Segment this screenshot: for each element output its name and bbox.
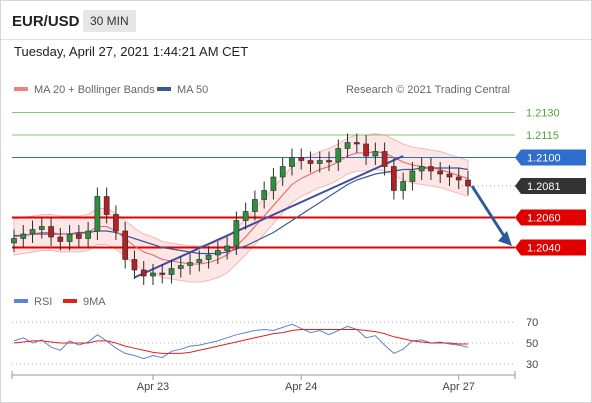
- candle-body: [205, 254, 212, 260]
- candle-body: [38, 226, 45, 230]
- time-axis: Apr 23 Apr 24 Apr 27: [11, 371, 516, 393]
- candle-body: [57, 236, 64, 242]
- candle-body: [381, 151, 388, 167]
- candle-body: [76, 233, 82, 239]
- candle-body: [168, 268, 175, 275]
- level-label-1.2040: 1.2040: [527, 243, 561, 255]
- candle-body: [326, 160, 332, 163]
- rsi-legend-label: RSI: [34, 296, 52, 308]
- candle-body: [233, 220, 240, 247]
- rsi-tick-70: 70: [526, 317, 538, 329]
- ma20-legend-label: MA 20 + Bollinger Bands: [34, 84, 155, 96]
- chart-datetime: Tuesday, April 27, 2021 1:44:21 AM CET: [14, 44, 249, 59]
- time-tick-label-1: Apr 24: [285, 381, 317, 393]
- rising-trend-line: [134, 155, 404, 279]
- time-tick-label-0: Apr 23: [137, 381, 169, 393]
- level-tag-1.2060: [515, 209, 586, 226]
- rsi-legend: RSI 9MA: [14, 296, 106, 308]
- level-tag-1.2081: [515, 178, 586, 194]
- chart-header: EUR/USD 30 MIN: [1, 1, 591, 40]
- level-label-1.2081: 1.2081: [527, 181, 561, 193]
- candle-body: [316, 160, 323, 164]
- forecast-arrow-head: [498, 231, 512, 246]
- ma50-legend-label: MA 50: [177, 84, 208, 96]
- ma50-legend-swatch: [157, 87, 171, 91]
- candle-body: [261, 190, 268, 200]
- trend-lines: [134, 155, 404, 279]
- candle-body: [150, 272, 156, 277]
- level-label-1.2060: 1.2060: [527, 213, 561, 225]
- price-level-labels: 1.2130 1.2115 1.2100 1.2081 1.2060 1.2040: [515, 108, 586, 256]
- candle-body: [409, 170, 416, 182]
- forecast-arrow: [470, 185, 512, 246]
- candle-body: [455, 176, 462, 181]
- chart-legend: MA 20 + Bollinger Bands MA 50 Research ©…: [14, 84, 510, 96]
- candle-body: [418, 166, 425, 172]
- level-tag-1.2100: [515, 149, 586, 166]
- level-tag-1.2040: [515, 239, 586, 256]
- instrument-title: EUR/USD: [12, 13, 80, 30]
- candle-body: [270, 176, 277, 191]
- candle-body: [279, 166, 286, 178]
- ma20-legend-swatch: [14, 87, 28, 91]
- candle-body: [122, 230, 129, 260]
- bollinger-band-area: [13, 132, 469, 283]
- candle-body: [159, 272, 166, 275]
- candle-body: [214, 250, 221, 256]
- candle-body: [177, 265, 184, 269]
- forecast-arrow-shaft: [470, 185, 508, 240]
- candle-body: [344, 142, 351, 149]
- candle-body: [289, 157, 295, 167]
- candle-body: [335, 148, 342, 163]
- candle-body: [252, 199, 258, 212]
- level-label-1.2115: 1.2115: [526, 130, 559, 142]
- candle-body: [465, 179, 471, 187]
- rsi-ma9-line: [13, 329, 468, 354]
- rsi-line: [13, 323, 469, 360]
- candle-body: [140, 269, 147, 277]
- copyright-credit: Research © 2021 Trading Central: [346, 84, 510, 96]
- rsi-tick-30: 30: [526, 359, 538, 371]
- candle-body: [66, 233, 73, 242]
- candle-body: [372, 151, 379, 157]
- candle-body: [363, 143, 369, 157]
- candle-body: [307, 160, 314, 164]
- rsi-panel: 70 50 30: [12, 317, 538, 371]
- level-label-1.2100: 1.2100: [527, 153, 561, 165]
- timeframe-badge[interactable]: 30 MIN: [83, 10, 136, 32]
- candle-body: [353, 142, 360, 145]
- ma9-legend-label: 9MA: [83, 296, 106, 308]
- candle-body: [400, 181, 406, 191]
- candle-body: [103, 196, 110, 215]
- candle-body: [48, 226, 54, 238]
- rsi-legend-swatch: [14, 299, 28, 303]
- candle-body: [94, 196, 101, 232]
- rsi-tick-50: 50: [526, 338, 538, 350]
- candle-body: [85, 230, 91, 239]
- level-label-1.2130: 1.2130: [526, 108, 560, 120]
- candle-body: [242, 211, 249, 221]
- candle-body: [196, 259, 203, 263]
- price-candles: [11, 133, 471, 285]
- ma9-legend-swatch: [63, 299, 77, 303]
- candle-body: [428, 166, 434, 172]
- candle-body: [29, 229, 36, 235]
- candle-body: [11, 238, 17, 244]
- time-tick-label-2: Apr 27: [443, 381, 475, 393]
- candle-body: [131, 259, 138, 271]
- candle-body: [113, 214, 119, 232]
- bollinger-bands: [13, 132, 469, 283]
- candle-body: [437, 170, 444, 175]
- candle-body: [187, 262, 193, 266]
- candle-body: [391, 166, 397, 191]
- candle-body: [20, 233, 27, 239]
- candle-body: [446, 173, 453, 178]
- candle-body: [224, 245, 230, 251]
- candle-body: [298, 157, 305, 161]
